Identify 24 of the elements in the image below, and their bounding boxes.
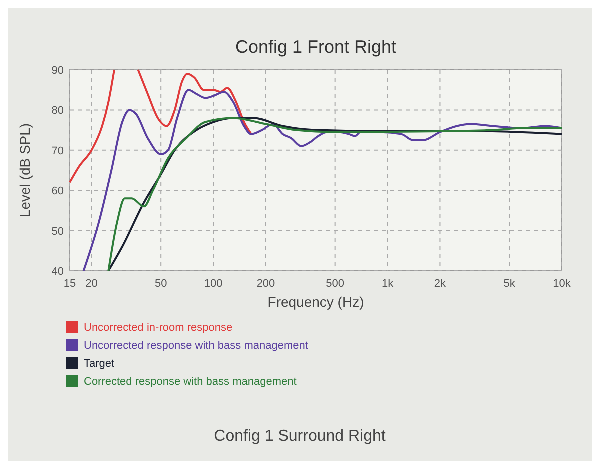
x-tick-label: 10k: [553, 278, 572, 290]
x-tick-label: 200: [256, 278, 276, 290]
text: Config 1 Surround Right: [214, 428, 386, 445]
x-tick-label: 5k: [504, 278, 516, 290]
x-tick-label: 500: [326, 278, 345, 290]
y-tick-label: 80: [52, 105, 64, 118]
x-tick-label: 50: [154, 278, 168, 290]
y-tick-label: 40: [52, 266, 64, 278]
chart-title: Config 1 Front Right: [235, 37, 397, 57]
x-tick-label: 1k: [382, 278, 394, 290]
y-tick-label: 50: [52, 226, 64, 238]
legend-label: Target: [84, 358, 115, 370]
legend-label: Uncorrected response with bass management: [84, 340, 308, 352]
x-axis-title: Frequency (Hz): [268, 294, 364, 310]
y-tick-label: 90: [52, 65, 64, 77]
y-tick-label: 70: [52, 145, 64, 158]
legend-label: Uncorrected in-room response: [84, 322, 233, 334]
x-tick-label: 100: [204, 278, 223, 290]
legend-label: Corrected response with bass management: [84, 376, 297, 388]
x-tick-label: 2k: [434, 278, 447, 290]
y-axis-title: Level (dB SPL): [17, 123, 33, 218]
x-tick-label: 15: [64, 278, 76, 290]
x-tick-label: 20: [86, 278, 98, 290]
y-tick-label: 60: [52, 186, 64, 198]
